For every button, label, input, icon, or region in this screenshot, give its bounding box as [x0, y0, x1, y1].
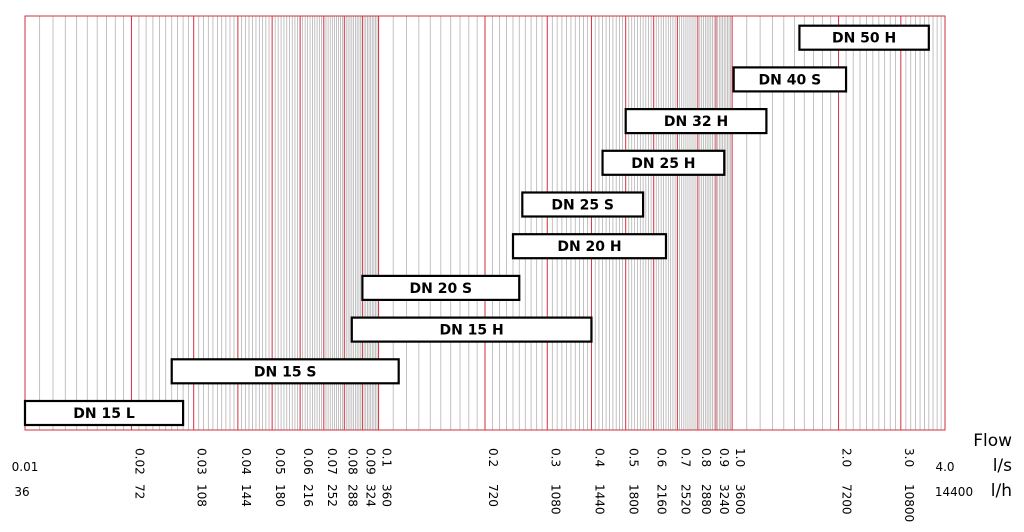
- range-bar: DN 32 H: [624, 107, 768, 135]
- tick-label-lh: 180: [273, 484, 287, 507]
- tick-label-lh: 108: [195, 484, 209, 507]
- range-bar: DN 15 L: [23, 399, 185, 427]
- range-bar-label: DN 25 H: [631, 156, 695, 172]
- tick-label-lh: 1440: [592, 484, 606, 515]
- axis-label-flow: Flow: [973, 431, 1012, 451]
- tick-label-lh: 7200: [840, 484, 854, 515]
- plot-frame: [24, 15, 946, 431]
- tick-label-ls: 0.01: [12, 460, 39, 474]
- tick-label-lh: 144: [239, 484, 253, 507]
- range-bar-label: DN 15 H: [439, 323, 503, 339]
- tick-label-ls: 0.2: [486, 448, 500, 467]
- tick-label-lh: 72: [132, 484, 146, 499]
- range-bar-rect: [601, 149, 726, 176]
- range-bar-rect: [361, 274, 521, 301]
- range-bar: DN 15 S: [170, 358, 400, 385]
- tick-label-ls: 0.04: [239, 448, 253, 475]
- tick-label-lh: 2160: [655, 484, 669, 515]
- tick-label-ls: 0.9: [717, 448, 731, 467]
- range-bar-label: DN 15 L: [73, 406, 135, 422]
- tick-label-lh: 3240: [717, 484, 731, 515]
- tick-label-lh: 1080: [548, 484, 562, 515]
- range-bar-label: DN 40 S: [759, 72, 822, 88]
- tick-label-lh: 14400: [935, 485, 973, 499]
- tick-label-lh: 360: [380, 484, 394, 507]
- tick-label-ls: 0.5: [627, 448, 641, 467]
- tick-label-ls: 3.0: [902, 448, 916, 467]
- range-bar-label: DN 25 S: [551, 198, 614, 214]
- range-bar-label: DN 32 H: [664, 114, 728, 130]
- tick-labels-lh: 36 72 108 144 180 216 252 288 324 360 720 1080 1440 1…: [14, 484, 973, 522]
- tick-label-lh: 252: [325, 484, 339, 507]
- range-bar-rect: [350, 316, 593, 343]
- range-bar-rect: [23, 399, 185, 427]
- tick-label-lh: 1800: [627, 484, 641, 515]
- range-bar-rect: [170, 358, 400, 385]
- range-bars: DN 15 L DN 15 S DN 15 H DN 20 S DN 20 H DN 25…: [23, 24, 930, 427]
- range-bar: DN 15 H: [350, 316, 593, 343]
- tick-label-lh: 36: [14, 485, 29, 499]
- range-bar-rect: [521, 191, 645, 218]
- unit-label-lh: l/h: [991, 481, 1012, 501]
- tick-label-lh: 720: [486, 484, 500, 507]
- range-bar-rect: [732, 66, 848, 93]
- tick-label-ls: 0.02: [132, 448, 146, 475]
- tick-label-ls: 0.6: [655, 448, 669, 467]
- tick-label-lh: 324: [363, 484, 377, 507]
- range-bar: DN 25 S: [521, 191, 645, 218]
- range-bar-label: DN 15 S: [254, 364, 317, 380]
- tick-label-ls: 0.3: [548, 448, 562, 467]
- tick-label-ls: 0.07: [325, 448, 339, 475]
- range-bar: DN 20 H: [511, 233, 668, 260]
- tick-label-ls: 0.1: [380, 448, 394, 467]
- range-bar-label: DN 20 S: [409, 281, 472, 297]
- tick-label-ls: 0.08: [345, 448, 359, 475]
- tick-label-ls: 0.09: [363, 448, 377, 475]
- tick-label-lh: 2520: [678, 484, 692, 515]
- tick-label-ls: 0.05: [273, 448, 287, 475]
- range-bar: DN 40 S: [732, 66, 848, 93]
- range-bar: DN 50 H: [798, 24, 930, 51]
- range-bar-label: DN 50 H: [832, 31, 896, 47]
- range-bar-rect: [624, 107, 768, 135]
- tick-label-lh: 216: [301, 484, 315, 507]
- tick-label-ls: 0.7: [678, 448, 692, 467]
- tick-labels-ls: 0.01 0.02 0.03 0.04 0.05 0.06 0.07 0.08 0.09 0.1 0…: [12, 448, 955, 475]
- range-bar: DN 20 S: [361, 274, 521, 301]
- tick-label-ls: 4.0: [935, 460, 954, 474]
- tick-label-ls: 2.0: [840, 448, 854, 467]
- tick-label-lh: 2880: [699, 484, 713, 515]
- tick-label-lh: 288: [345, 484, 359, 507]
- tick-label-lh: 10800: [902, 484, 916, 522]
- tick-label-ls: 0.8: [699, 448, 713, 467]
- tick-label-ls: 0.4: [592, 448, 606, 467]
- tick-label-ls: 0.06: [301, 448, 315, 475]
- range-bar-rect: [798, 24, 930, 51]
- tick-label-ls: 1.0: [733, 448, 747, 467]
- tick-label-ls: 0.03: [195, 448, 209, 475]
- tick-label-lh: 3600: [733, 484, 747, 515]
- unit-label-ls: l/s: [993, 456, 1012, 476]
- range-bar: DN 25 H: [601, 149, 726, 176]
- range-bar-rect: [511, 233, 668, 260]
- range-bar-label: DN 20 H: [557, 239, 621, 255]
